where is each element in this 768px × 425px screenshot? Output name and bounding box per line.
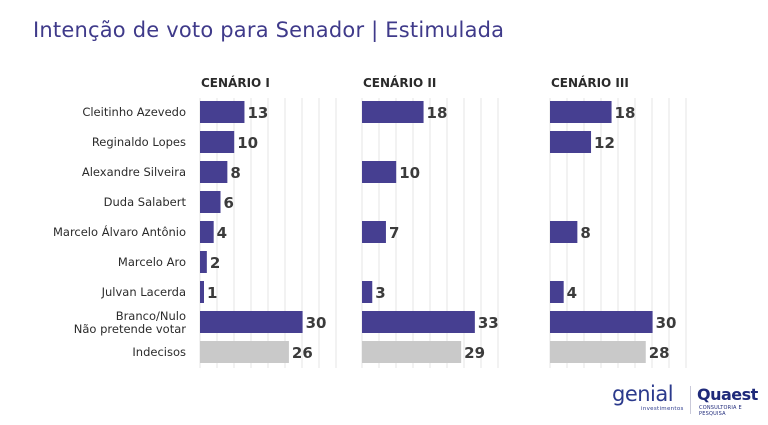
data-label: 7: [389, 224, 399, 242]
bar: [200, 191, 221, 213]
category-label: Julvan Lacerda: [101, 285, 186, 299]
scenario-header: CENÁRIO II: [363, 75, 436, 90]
bar: [200, 341, 289, 363]
bar: [550, 311, 653, 333]
bar: [550, 221, 578, 243]
bar: [362, 161, 397, 183]
bar: [550, 101, 612, 123]
bar: [362, 281, 373, 303]
category-label: Duda Salabert: [104, 195, 187, 209]
bar: [550, 131, 592, 153]
bar: [200, 161, 228, 183]
data-label: 30: [306, 314, 327, 332]
data-label: 4: [567, 284, 577, 302]
bar: [362, 221, 386, 243]
data-label: 1: [207, 284, 217, 302]
data-label: 8: [580, 224, 590, 242]
bar: [200, 311, 303, 333]
data-label: 33: [478, 314, 499, 332]
category-label: Cleitinho Azevedo: [82, 105, 186, 119]
bar: [550, 341, 646, 363]
bar: [200, 251, 207, 273]
data-label: 29: [464, 344, 485, 362]
data-label: 3: [375, 284, 385, 302]
chart-title: Intenção de voto para Senador | Estimula…: [33, 18, 505, 42]
data-label: 18: [615, 104, 636, 122]
category-label: Marcelo Álvaro Antônio: [53, 224, 186, 239]
bar: [200, 131, 235, 153]
scenario-header: CENÁRIO III: [551, 75, 629, 90]
data-label: 2: [210, 254, 220, 272]
bar: [200, 281, 204, 303]
category-label: Alexandre Silveira: [82, 165, 186, 179]
category-label: Branco/Nulo: [116, 309, 186, 323]
data-label: 10: [399, 164, 420, 182]
data-label: 28: [649, 344, 670, 362]
category-label: Reginaldo Lopes: [92, 135, 186, 149]
bar: [550, 281, 564, 303]
bar: [362, 311, 475, 333]
data-label: 8: [230, 164, 240, 182]
bar: [362, 341, 462, 363]
scenario-header: CENÁRIO I: [201, 75, 270, 90]
category-label: Não pretende votar: [74, 322, 186, 336]
category-label: Indecisos: [132, 345, 186, 359]
bar: [362, 101, 424, 123]
bar: [200, 221, 214, 243]
data-label: 10: [237, 134, 258, 152]
data-label: 26: [292, 344, 313, 362]
data-label: 4: [217, 224, 227, 242]
data-label: 12: [594, 134, 615, 152]
category-label: Marcelo Aro: [118, 255, 186, 269]
bar: [200, 101, 245, 123]
data-label: 6: [224, 194, 234, 212]
data-label: 13: [247, 104, 268, 122]
data-label: 18: [427, 104, 448, 122]
data-label: 30: [656, 314, 677, 332]
